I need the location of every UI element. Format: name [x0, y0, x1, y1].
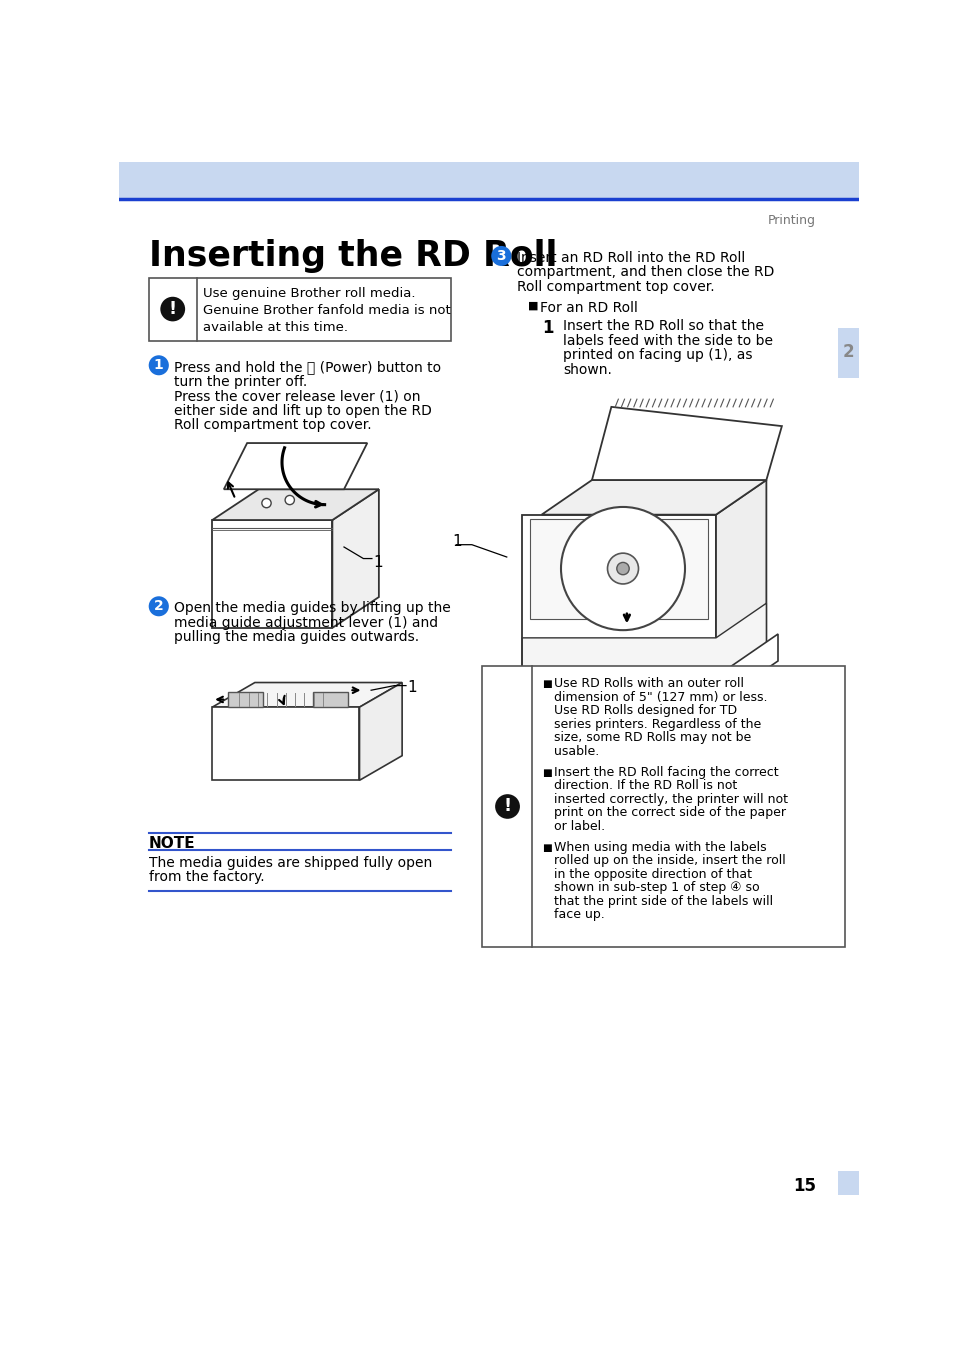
Circle shape: [607, 554, 638, 585]
Text: !: !: [169, 300, 176, 319]
FancyBboxPatch shape: [481, 667, 843, 948]
Text: Press the cover release lever (1) on: Press the cover release lever (1) on: [174, 389, 420, 404]
Text: from the factory.: from the factory.: [149, 871, 264, 884]
Polygon shape: [212, 489, 378, 520]
Polygon shape: [592, 406, 781, 481]
Polygon shape: [716, 481, 765, 684]
Text: Genuine Brother fanfold media is not: Genuine Brother fanfold media is not: [203, 304, 450, 317]
Text: Insert the RD Roll facing the correct: Insert the RD Roll facing the correct: [554, 765, 778, 779]
Text: 15: 15: [792, 1177, 815, 1195]
Text: either side and lift up to open the RD: either side and lift up to open the RD: [174, 404, 432, 417]
Polygon shape: [332, 489, 378, 628]
Text: 1: 1: [407, 680, 416, 695]
Text: turn the printer off.: turn the printer off.: [174, 374, 307, 389]
Circle shape: [491, 246, 511, 266]
Text: compartment, and then close the RD: compartment, and then close the RD: [517, 265, 774, 279]
Text: 1: 1: [452, 535, 461, 549]
Text: NOTE: NOTE: [149, 836, 195, 850]
Text: labels feed with the side to be: labels feed with the side to be: [562, 333, 773, 348]
Text: Insert the RD Roll so that the: Insert the RD Roll so that the: [562, 319, 763, 333]
FancyBboxPatch shape: [149, 278, 451, 340]
Text: or label.: or label.: [554, 819, 604, 833]
Text: 3: 3: [496, 248, 506, 263]
Text: shown.: shown.: [562, 363, 612, 377]
Polygon shape: [521, 603, 765, 684]
Polygon shape: [212, 707, 359, 780]
Text: Open the media guides by lifting up the: Open the media guides by lifting up the: [174, 601, 451, 614]
Text: inserted correctly, the printer will not: inserted correctly, the printer will not: [554, 792, 787, 806]
Circle shape: [261, 498, 271, 508]
Text: printed on facing up (1), as: printed on facing up (1), as: [562, 348, 752, 362]
Polygon shape: [502, 634, 778, 695]
Text: series printers. Regardless of the: series printers. Regardless of the: [554, 718, 760, 730]
Text: ■: ■: [528, 301, 538, 310]
Text: pulling the media guides outwards.: pulling the media guides outwards.: [174, 630, 419, 644]
Text: shown in sub-step 1 of step ④ so: shown in sub-step 1 of step ④ so: [554, 882, 759, 894]
FancyBboxPatch shape: [838, 1170, 858, 1195]
Circle shape: [495, 794, 519, 819]
Text: Use genuine Brother roll media.: Use genuine Brother roll media.: [203, 286, 415, 300]
Polygon shape: [228, 691, 262, 707]
Text: Roll compartment top cover.: Roll compartment top cover.: [517, 279, 714, 294]
FancyBboxPatch shape: [838, 328, 858, 378]
Text: rolled up on the inside, insert the roll: rolled up on the inside, insert the roll: [554, 855, 785, 867]
Polygon shape: [212, 520, 332, 628]
Circle shape: [617, 563, 629, 575]
Text: Use RD Rolls with an outer roll: Use RD Rolls with an outer roll: [554, 678, 743, 690]
Text: usable.: usable.: [554, 744, 598, 757]
Text: Press and hold the ⏻ (Power) button to: Press and hold the ⏻ (Power) button to: [174, 360, 441, 374]
Text: available at this time.: available at this time.: [203, 320, 348, 333]
Circle shape: [149, 597, 169, 617]
Text: in the opposite direction of that: in the opposite direction of that: [554, 868, 751, 880]
Text: When using media with the labels: When using media with the labels: [554, 841, 766, 853]
Text: Use RD Rolls designed for TD: Use RD Rolls designed for TD: [554, 705, 737, 717]
Text: print on the correct side of the paper: print on the correct side of the paper: [554, 806, 785, 819]
Polygon shape: [541, 481, 765, 514]
Text: face up.: face up.: [554, 909, 604, 921]
Circle shape: [285, 495, 294, 505]
Text: ■: ■: [541, 679, 551, 690]
Polygon shape: [224, 443, 367, 489]
Text: 1: 1: [542, 319, 554, 338]
Polygon shape: [212, 683, 402, 707]
Text: size, some RD Rolls may not be: size, some RD Rolls may not be: [554, 732, 751, 744]
Text: 1: 1: [153, 358, 164, 373]
Text: !: !: [503, 798, 511, 815]
Polygon shape: [313, 691, 348, 707]
Circle shape: [160, 297, 185, 321]
Text: The media guides are shipped fully open: The media guides are shipped fully open: [149, 856, 432, 869]
Text: 1: 1: [373, 555, 383, 570]
Text: Insert an RD Roll into the RD Roll: Insert an RD Roll into the RD Roll: [517, 251, 744, 265]
Text: dimension of 5" (127 mm) or less.: dimension of 5" (127 mm) or less.: [554, 691, 767, 703]
Text: media guide adjustment lever (1) and: media guide adjustment lever (1) and: [174, 616, 438, 629]
Text: ■: ■: [541, 768, 551, 778]
Circle shape: [560, 508, 684, 630]
Text: 2: 2: [153, 599, 164, 613]
Text: that the print side of the labels will: that the print side of the labels will: [554, 895, 772, 907]
Text: Printing: Printing: [767, 215, 815, 227]
FancyBboxPatch shape: [119, 162, 858, 198]
Text: 2: 2: [841, 343, 854, 362]
Text: Inserting the RD Roll: Inserting the RD Roll: [149, 239, 557, 273]
Polygon shape: [530, 518, 707, 618]
Text: For an RD Roll: For an RD Roll: [539, 301, 638, 315]
Text: ■: ■: [541, 842, 551, 853]
Circle shape: [149, 355, 169, 375]
Polygon shape: [521, 514, 716, 684]
Text: Roll compartment top cover.: Roll compartment top cover.: [174, 418, 372, 432]
Polygon shape: [359, 683, 402, 780]
Text: direction. If the RD Roll is not: direction. If the RD Roll is not: [554, 779, 737, 792]
